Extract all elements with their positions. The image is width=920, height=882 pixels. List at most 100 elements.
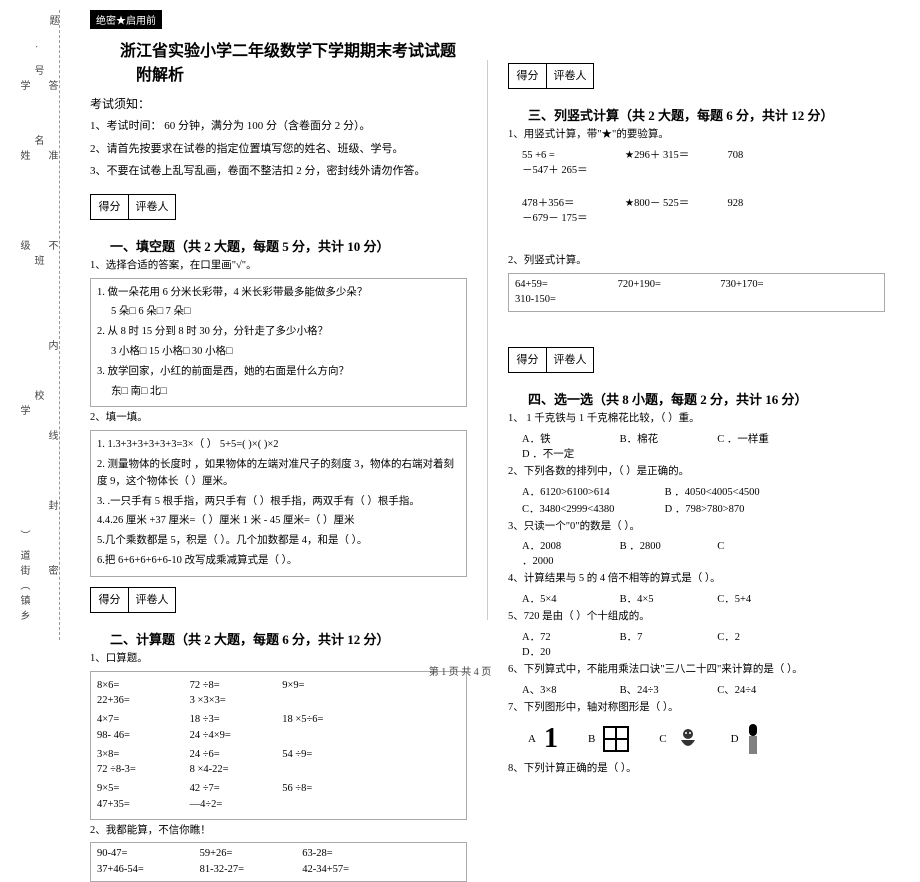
eq-row: 4×7= 18 ÷3= 18 ×5÷6= 98- 46= 24 ÷4×9= bbox=[97, 712, 460, 744]
bind-label: · bbox=[30, 45, 41, 48]
eq: 72 ÷8-3= bbox=[97, 762, 187, 778]
opt: C bbox=[717, 541, 812, 552]
eq: 310-150= bbox=[515, 292, 615, 308]
opt: A．72 bbox=[522, 629, 617, 644]
s2-q2-block: 90-47= 59+26= 63-28= 37+46-54= 81-32-27=… bbox=[90, 842, 467, 882]
grader-col: 评卷人 bbox=[547, 348, 593, 372]
opt-row: A．6120>6100>614 B ．4050<4005<4500 bbox=[522, 484, 885, 499]
page-footer: 第 1 页 共 4 页 bbox=[0, 663, 920, 678]
bind-label: （ bbox=[16, 580, 31, 590]
q1-item: 2. 从 8 时 15 分到 8 时 30 分，分针走了多少小格？ bbox=[97, 324, 460, 341]
left-column: 绝密★启用前 浙江省实验小学二年级数学下学期期末考试试题 附解析 考试须知： 1… bbox=[75, 10, 482, 640]
opt: C．5+4 bbox=[717, 591, 812, 606]
opt: C ．一样重 bbox=[717, 431, 812, 446]
s4-item: 3、只读一个"0"的数是（ ）。 bbox=[508, 519, 885, 536]
character-icon bbox=[675, 726, 701, 752]
eq: 478＋356＝ bbox=[522, 195, 622, 210]
opt-row: C．3480<2999<4380 D ．798>780>870 bbox=[522, 501, 885, 516]
opt-label: D bbox=[731, 733, 739, 745]
grader-col: 评卷人 bbox=[547, 64, 593, 88]
bind-label: 名 bbox=[30, 135, 45, 145]
opt-row: A．72 B．7 C．2 D．20 bbox=[522, 629, 885, 659]
confidential-tag: 绝密★启用前 bbox=[90, 10, 162, 29]
s2-q2: 2、我都能算，不信你瞧！ bbox=[90, 823, 467, 840]
eq-row: 55 +6 = ★296＋ 315＝ 708 －547＋ 265＝ bbox=[508, 147, 885, 177]
digit-one-icon: 1 bbox=[544, 723, 558, 755]
right-column: 得分 评卷人 三、列竖式计算（共 2 大题，每题 6 分，共计 12 分） 1、… bbox=[493, 10, 900, 640]
eq: 64+59= bbox=[515, 277, 615, 293]
bind-label: 题 bbox=[45, 15, 60, 25]
bind-label: 级 bbox=[16, 240, 31, 250]
opt: ．2000 bbox=[522, 553, 617, 568]
exam-title: 浙江省实验小学二年级数学下学期期末考试试题 附解析 bbox=[90, 37, 467, 85]
section-4-header: 得分 评卷人 四、选一选（共 8 小题，每题 2 分，共计 16 分） bbox=[508, 339, 885, 408]
opt-row: A．2008 B ．2800 C ．2000 bbox=[522, 538, 885, 568]
opt-a: A 1 bbox=[528, 723, 558, 755]
section-2-header: 得分 评卷人 二、计算题（共 2 大题，每题 6 分，共计 12 分） bbox=[90, 579, 467, 648]
q2-item: 4.4.26 厘米 +37 厘米=（ ）厘米 1 米 - 45 厘米=（ ）厘米 bbox=[97, 513, 460, 530]
opt: A．5×4 bbox=[522, 591, 617, 606]
q2-item: 2. 测量物体的长度时 ，如果物体的左端对准尺子的刻度 3，物体的右端对着刻度 … bbox=[97, 457, 460, 491]
eq-row: 9×5= 42 ÷7= 56 ÷8= 47+35= —4÷2= bbox=[97, 781, 460, 813]
eq: 42-34+57= bbox=[302, 862, 402, 878]
q1-block: 1. 做一朵花用 6 分米长彩带，4 米长彩带最多能做多少朵？ 5 朵□ 6 朵… bbox=[90, 278, 467, 408]
opt: C．3480<2999<4380 bbox=[522, 501, 662, 516]
eq-row: 37+46-54= 81-32-27= 42-34+57= bbox=[97, 862, 460, 878]
opt-label: A bbox=[528, 733, 536, 745]
eq: 8×6= bbox=[97, 678, 187, 694]
eq: 47+35= bbox=[97, 797, 187, 813]
s4-item: 8、下列计算正确的是（ ）。 bbox=[508, 761, 885, 778]
opt-d: D bbox=[731, 724, 759, 754]
opt: B ．4050<4005<4500 bbox=[665, 484, 805, 499]
eq: －547＋ 265＝ bbox=[522, 162, 622, 177]
eq: 18 ÷3= bbox=[190, 712, 280, 728]
eq: 37+46-54= bbox=[97, 862, 197, 878]
eq: 3×8= bbox=[97, 747, 187, 763]
opt-label: B bbox=[588, 733, 595, 745]
opt: D ．798>780>870 bbox=[665, 501, 805, 516]
eq: 63-28= bbox=[302, 846, 402, 862]
eq: 8 ×4-22= bbox=[190, 762, 280, 778]
opt: C．2 bbox=[717, 629, 812, 644]
opt: A、3×8 bbox=[522, 682, 617, 697]
section-3-title: 三、列竖式计算（共 2 大题，每题 6 分，共计 12 分） bbox=[528, 93, 834, 124]
image-options: A 1 B C D bbox=[528, 723, 885, 755]
s3-q2-block: 64+59= 720+190= 730+170= 310-150= bbox=[508, 273, 885, 313]
bind-label: 答 bbox=[44, 80, 59, 90]
eq: 54 ÷9= bbox=[282, 747, 372, 763]
score-col: 得分 bbox=[509, 348, 547, 372]
s4-item: 2、下列各数的排列中，（ ）是正确的。 bbox=[508, 464, 885, 481]
opt: B．棉花 bbox=[620, 431, 715, 446]
page-container: 题 · 号 学 答 名 姓 准 级 班 不 内 校 学 线 封 ） 道 街 （ … bbox=[0, 0, 920, 640]
column-divider bbox=[487, 60, 488, 620]
score-box: 得分 评卷人 bbox=[90, 587, 176, 613]
bind-label: 封 bbox=[44, 500, 59, 510]
eq: 708 bbox=[728, 150, 788, 161]
title-text: 浙江省实验小学二年级数学下学期期末考试试题 bbox=[120, 43, 456, 60]
q1-item: 5 朵□ 6 朵□ 7 朵□ bbox=[97, 304, 460, 321]
s4-item: 5、720 是由（ ）个十组成的。 bbox=[508, 609, 885, 626]
eq: 72 ÷8= bbox=[190, 678, 280, 694]
score-col: 得分 bbox=[509, 64, 547, 88]
opt: A．2008 bbox=[522, 538, 617, 553]
eq: 59+26= bbox=[200, 846, 300, 862]
eq: 42 ÷7= bbox=[190, 781, 280, 797]
eq: 24 ÷4×9= bbox=[190, 728, 280, 744]
opt: B．4×5 bbox=[620, 591, 715, 606]
q1-item: 1. 做一朵花用 6 分米长彩带，4 米长彩带最多能做多少朵？ bbox=[97, 285, 460, 302]
eq: 55 +6 = bbox=[522, 150, 622, 161]
s4-item: 1、 1 千克铁与 1 千克棉花比较，（ ）重。 bbox=[508, 411, 885, 428]
bind-label: 街 bbox=[16, 565, 31, 575]
eq-row: 8×6= 72 ÷8= 9×9= 22+36= 3 ×3×3= bbox=[97, 678, 460, 710]
bind-label: 线 bbox=[44, 430, 59, 440]
opt: D．20 bbox=[522, 644, 617, 659]
eq: 3 ×3×3= bbox=[190, 693, 280, 709]
bind-label: 乡 bbox=[16, 610, 31, 620]
score-box: 得分 评卷人 bbox=[508, 63, 594, 89]
q1-intro: 1、选择合适的答案，在口里画"√"。 bbox=[90, 258, 467, 275]
eq: 730+170= bbox=[720, 277, 820, 293]
eq-row: 478＋356＝ ★800－ 525＝ 928 －679－ 175＝ bbox=[508, 195, 885, 225]
score-col: 得分 bbox=[91, 195, 129, 219]
score-box: 得分 评卷人 bbox=[508, 347, 594, 373]
eq: －679－ 175＝ bbox=[522, 210, 622, 225]
